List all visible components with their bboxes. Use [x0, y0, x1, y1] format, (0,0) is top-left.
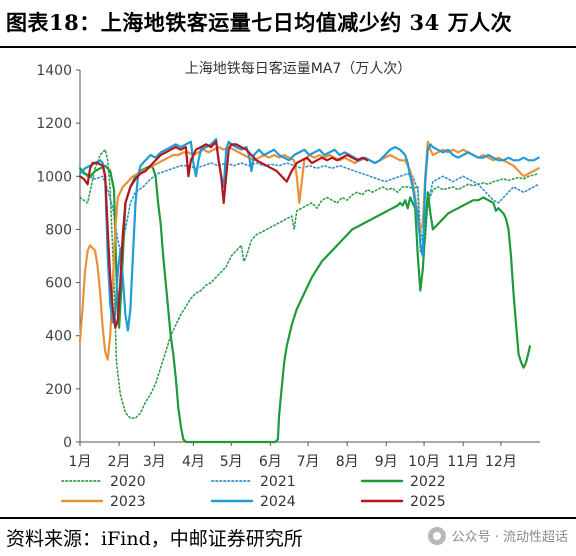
chart-header: 图表18：上海地铁客运量七日均值减少约 34 万人次	[0, 0, 576, 44]
y-tick-label: 800	[45, 222, 72, 238]
x-tick-label: 11月	[447, 454, 479, 470]
legend-label-2020: 2020	[110, 474, 146, 490]
header-rule	[0, 46, 576, 48]
legend-label-2024: 2024	[260, 494, 296, 510]
series-line-2022	[78, 164, 531, 444]
y-tick-label: 0	[63, 435, 72, 451]
x-tick-label: 4月	[182, 454, 205, 470]
x-tick-label: 12月	[485, 454, 517, 470]
watermark-text: 公众号 · 流动性超话	[451, 530, 568, 545]
y-tick-label: 600	[45, 276, 72, 292]
y-tick-label: 200	[45, 382, 72, 398]
x-tick-label: 2月	[108, 454, 131, 470]
footer: 资料来源：iFind，中邮证券研究所	[0, 519, 576, 556]
x-tick-label: 6月	[259, 454, 282, 470]
x-tick-label: 8月	[336, 454, 359, 470]
legend-label-2025: 2025	[410, 494, 446, 510]
y-tick-label: 1400	[36, 63, 72, 79]
legend-label-2023: 2023	[110, 494, 146, 510]
x-tick-label: 9月	[375, 454, 398, 470]
series-line-2023	[78, 140, 540, 361]
wechat-icon	[427, 526, 446, 545]
x-tick-label: 5月	[220, 454, 243, 470]
x-tick-label: 10月	[408, 454, 440, 470]
series-line-2020	[79, 148, 540, 419]
legend-label-2022: 2022	[410, 474, 446, 490]
series-line-2025	[78, 140, 369, 329]
line-chart: 上海地铁每日客运量MA7（万人次） 0 200 400 600 800 1000 1200 1…	[36, 60, 540, 510]
series-line-2021	[79, 162, 540, 257]
watermark: 公众号 · 流动性超话	[427, 526, 568, 545]
axes: 0 200 400 600 800 1000 1200 1400 1月 2月 3月 4月 5月 6月 7月 8…	[36, 63, 540, 470]
y-tick-label: 1000	[36, 169, 72, 185]
legend-label-2021: 2021	[260, 474, 296, 490]
chart-title: 上海地铁每日客运量MA7（万人次）	[185, 60, 412, 77]
figure-title: 图表18：上海地铁客运量七日均值减少约 34 万人次	[6, 10, 513, 35]
series-line-2024	[78, 138, 540, 332]
series-layer	[78, 138, 540, 444]
x-tick-label: 3月	[143, 454, 166, 470]
legend: 2020 2021 2022 2023 2024 2025	[60, 474, 446, 510]
source-note: 资料来源：iFind，中邮证券研究所	[6, 528, 303, 550]
y-tick-label: 400	[45, 329, 72, 345]
y-tick-label: 1200	[36, 116, 72, 132]
x-tick-label: 1月	[69, 454, 92, 470]
footer-rule	[0, 517, 576, 519]
x-tick-label: 7月	[297, 454, 320, 470]
